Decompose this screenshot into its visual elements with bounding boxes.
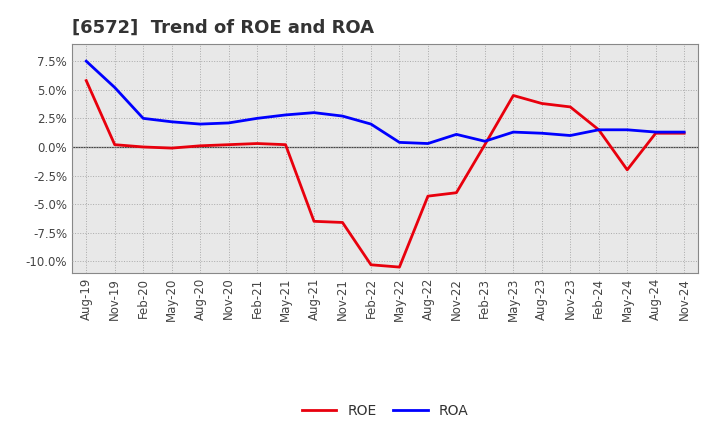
ROE (566, 104, 575, 110)
ROA (225, 120, 233, 125)
ROE (310, 219, 318, 224)
ROA (310, 110, 318, 115)
ROA (82, 59, 91, 64)
ROA (595, 127, 603, 132)
Line: ROE: ROE (86, 81, 684, 267)
ROA (452, 132, 461, 137)
ROE (452, 190, 461, 195)
ROA (282, 112, 290, 117)
ROA (652, 129, 660, 135)
ROA (253, 116, 261, 121)
ROA (338, 114, 347, 119)
ROE (139, 144, 148, 150)
ROE (338, 220, 347, 225)
ROE (282, 142, 290, 147)
ROE (253, 141, 261, 146)
ROA (537, 131, 546, 136)
ROA (196, 121, 204, 127)
ROE (395, 264, 404, 270)
ROA (395, 140, 404, 145)
ROE (652, 131, 660, 136)
ROA (423, 141, 432, 146)
ROA (566, 133, 575, 138)
ROA (623, 127, 631, 132)
ROE (366, 262, 375, 268)
ROE (480, 142, 489, 147)
ROA (509, 129, 518, 135)
ROE (225, 142, 233, 147)
ROE (680, 131, 688, 136)
ROE (537, 101, 546, 106)
Line: ROA: ROA (86, 61, 684, 143)
ROE (110, 142, 119, 147)
ROE (509, 93, 518, 98)
Text: [6572]  Trend of ROE and ROA: [6572] Trend of ROE and ROA (72, 19, 374, 37)
ROE (82, 78, 91, 83)
ROE (167, 146, 176, 151)
ROA (680, 129, 688, 135)
ROA (366, 121, 375, 127)
ROA (167, 119, 176, 125)
ROE (196, 143, 204, 148)
ROA (139, 116, 148, 121)
ROE (595, 127, 603, 132)
ROA (110, 85, 119, 90)
Legend: ROE, ROA: ROE, ROA (296, 399, 474, 424)
ROE (623, 167, 631, 172)
ROA (480, 139, 489, 144)
ROE (423, 194, 432, 199)
